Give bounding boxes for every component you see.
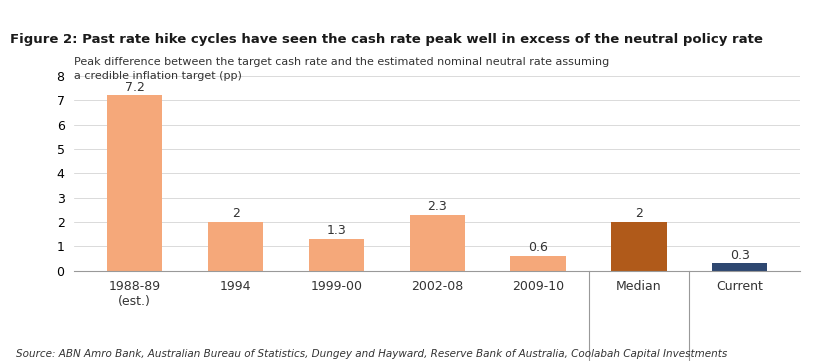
Text: 2.3: 2.3 [427, 200, 447, 213]
Bar [409, 215, 465, 271]
Bar [712, 264, 767, 271]
Bar [208, 222, 263, 271]
Bar [107, 95, 163, 271]
Text: a credible inflation target (pp): a credible inflation target (pp) [74, 71, 242, 81]
Bar [309, 239, 364, 271]
Text: 7.2: 7.2 [125, 81, 144, 93]
Text: Peak difference between the target cash rate and the estimated nominal neutral r: Peak difference between the target cash … [74, 57, 610, 67]
Text: 2: 2 [232, 207, 239, 220]
Bar [611, 222, 667, 271]
Text: 2: 2 [635, 207, 643, 220]
Text: Source: ABN Amro Bank, Australian Bureau of Statistics, Dungey and Hayward, Rese: Source: ABN Amro Bank, Australian Bureau… [16, 349, 728, 359]
Text: 1.3: 1.3 [327, 225, 346, 238]
Bar [511, 256, 566, 271]
Text: 0.6: 0.6 [528, 242, 548, 255]
Text: Figure 2: Past rate hike cycles have seen the cash rate peak well in excess of t: Figure 2: Past rate hike cycles have see… [10, 33, 763, 46]
Text: 0.3: 0.3 [730, 249, 750, 262]
